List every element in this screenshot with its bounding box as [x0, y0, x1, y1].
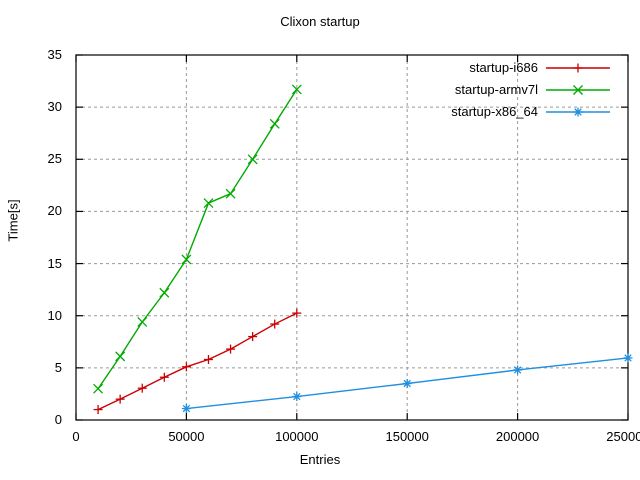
data-point-marker: [291, 84, 302, 95]
series-line: [97, 312, 298, 411]
gridlines: [76, 55, 628, 420]
plot-frame: [75, 54, 629, 421]
data-point-marker: [269, 118, 280, 129]
x-tick-label: 150000: [385, 429, 429, 444]
legend-entry-label: startup-x86_64: [451, 104, 538, 119]
legend-entry-label: startup-i686: [469, 60, 538, 75]
data-point-marker: [513, 366, 522, 374]
x-tick-label: 200000: [495, 429, 540, 444]
data-point-marker: [115, 351, 126, 362]
legend-layer: [546, 63, 610, 117]
y-tick-label: 0: [54, 412, 62, 427]
y-tick-label: 30: [47, 99, 62, 115]
legend-entry-label: startup-armv7l: [454, 82, 538, 97]
data-point-marker: [574, 108, 582, 116]
data-point-marker: [403, 379, 411, 388]
legend-marker: [573, 85, 583, 95]
x-tick-label: 50000: [168, 429, 205, 444]
data-point-marker: [93, 383, 104, 394]
data-point-marker: [225, 188, 236, 199]
x-axis-title: Entries: [299, 452, 341, 467]
chart-title: Clixon startup: [280, 14, 360, 29]
x-tick-label: 250000: [606, 429, 640, 444]
data-point-marker: [247, 154, 258, 165]
x-tick-label: 0: [72, 429, 80, 444]
data-point-marker: [293, 392, 301, 401]
y-tick-label: 5: [54, 359, 62, 375]
data-series: [181, 353, 633, 414]
data-point-marker: [203, 198, 214, 209]
legend-marker: [573, 107, 583, 117]
legend-marker: [573, 63, 583, 73]
data-point-marker: [573, 85, 583, 95]
data-point-marker: [182, 404, 191, 413]
data-series-layer: [93, 84, 633, 415]
data-point-marker: [137, 317, 148, 327]
y-tick-label: 35: [47, 47, 62, 62]
axis-ticks: [75, 54, 629, 421]
series-line: [97, 89, 298, 390]
y-tick-label: 25: [47, 151, 62, 167]
y-tick-label: 10: [47, 307, 62, 323]
data-point-marker: [159, 287, 170, 298]
data-series: [93, 308, 302, 415]
data-series: [93, 84, 302, 394]
data-point-marker: [624, 354, 632, 362]
x-tick-label: 100000: [275, 429, 319, 444]
y-tick-label: 15: [47, 255, 62, 271]
y-tick-label: 20: [47, 203, 62, 219]
data-point-marker: [181, 254, 192, 265]
